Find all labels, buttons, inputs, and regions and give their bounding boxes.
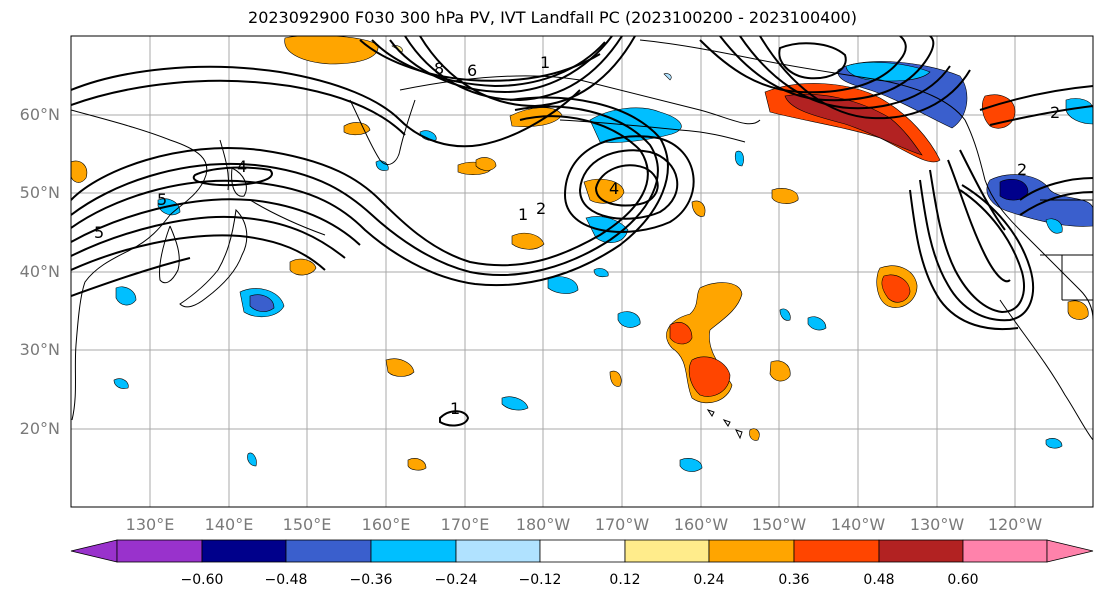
contour-label: 5 — [157, 190, 167, 209]
colorbar-segment — [116, 539, 203, 563]
contour-label: 1 — [540, 53, 550, 72]
colorbar-tick-label: 0.12 — [609, 572, 641, 588]
contour-label: 2 — [1017, 160, 1027, 179]
longitude-label: 120°W — [987, 515, 1043, 534]
longitude-label: 180°W — [515, 515, 571, 534]
longitude-label: 130°W — [909, 515, 965, 534]
colorbar-tick-label: 0.24 — [693, 572, 725, 588]
colorbar-segment — [962, 539, 1048, 563]
contour-label: 1 — [518, 205, 528, 224]
longitude-label: 170°E — [440, 515, 490, 534]
colorbar-tick-label: −0.36 — [349, 572, 393, 588]
contour-label: 8 — [434, 59, 444, 78]
contour-label: 2 — [1050, 103, 1060, 122]
colorbar-tick-label: −0.24 — [434, 572, 478, 588]
longitude-label: 160°W — [673, 515, 729, 534]
colorbar-extend-right — [1046, 539, 1094, 563]
colorbar-tick-label: −0.60 — [180, 572, 224, 588]
latitude-label: 60°N — [19, 105, 60, 124]
longitude-label: 140°E — [204, 515, 254, 534]
map-frame — [70, 35, 1094, 508]
latitude-label: 30°N — [19, 340, 60, 359]
longitude-label: 150°E — [282, 515, 332, 534]
contour-label: 1 — [450, 399, 460, 418]
contour-label: 4 — [609, 179, 619, 198]
colorbar-tick-label: 0.36 — [778, 572, 810, 588]
latitude-label: 40°N — [19, 262, 60, 281]
longitude-label: 130°E — [125, 515, 175, 534]
latitude-label: 20°N — [19, 419, 60, 438]
longitude-label: 150°W — [751, 515, 807, 534]
colorbar-segment — [624, 539, 710, 563]
contour-label: 4 — [237, 157, 247, 176]
colorbar-tick-label: −0.48 — [264, 572, 308, 588]
pv-contours — [71, 36, 1093, 427]
map-title: 2023092900 F030 300 hPa PV, IVT Landfall… — [248, 8, 857, 27]
colorbar — [70, 539, 1094, 563]
colorbar-segment — [793, 539, 880, 563]
colorbar-segment — [285, 539, 372, 563]
coastlines — [71, 39, 1093, 441]
longitude-label: 170°W — [594, 515, 650, 534]
colorbar-tick-label: −0.12 — [518, 572, 562, 588]
colorbar-segment — [539, 539, 626, 563]
colorbar-tick-label: 0.48 — [863, 572, 895, 588]
longitude-label: 140°W — [830, 515, 886, 534]
colorbar-segment — [455, 539, 541, 563]
contour-label-group: 8 6 4 5 1 2 1 4 2 5 2 1 — [94, 53, 1060, 418]
colorbar-extend-left — [70, 539, 118, 563]
colorbar-segment — [878, 539, 964, 563]
colorbar-segment — [370, 539, 457, 563]
longitude-label: 160°E — [361, 515, 411, 534]
colorbar-segment — [708, 539, 795, 563]
colorbar-segment — [201, 539, 287, 563]
contour-label: 6 — [467, 61, 477, 80]
contour-label: 5 — [94, 223, 104, 242]
contour-label: 2 — [536, 199, 546, 218]
latitude-label: 50°N — [19, 183, 60, 202]
colorbar-tick-label: 0.60 — [947, 572, 979, 588]
